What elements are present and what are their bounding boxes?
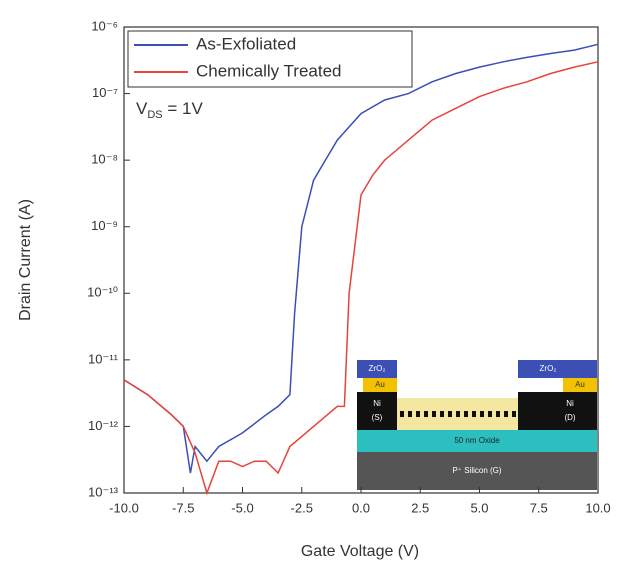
zro2-left: [357, 360, 397, 378]
y-tick-label: 10⁻⁹: [91, 218, 118, 233]
source-contact: [357, 392, 397, 430]
inset-label: (S): [372, 413, 383, 422]
x-tick-label: -10.0: [109, 500, 139, 515]
y-tick-label: 10⁻¹⁰: [87, 285, 118, 300]
x-tick-label: 5.0: [470, 500, 488, 515]
y-tick-label: 10⁻¹²: [88, 418, 119, 433]
inset-label: Au: [375, 380, 385, 389]
annotation-part: DS: [147, 109, 162, 121]
y-tick-label: 10⁻¹³: [88, 484, 119, 499]
legend-label: Chemically Treated: [196, 61, 342, 80]
x-tick-label: 10.0: [585, 500, 610, 515]
inset-label: Ni: [373, 399, 381, 408]
series-line: [123, 61, 599, 496]
inset-label: (D): [564, 413, 575, 422]
zro2-right: [518, 360, 597, 378]
y-tick-label: 10⁻⁷: [92, 85, 118, 100]
legend-label: As-Exfoliated: [196, 34, 296, 53]
x-axis-label: Gate Voltage (V): [301, 543, 419, 560]
inset-label: ZrO₂: [540, 364, 557, 373]
x-tick-label: 7.5: [530, 500, 548, 515]
annotation-part: = 1V: [163, 99, 204, 118]
inset-label: Ni: [566, 399, 574, 408]
annotation: VDS = 1V: [136, 99, 203, 120]
legend-box: [127, 30, 413, 88]
y-tick-label: 10⁻¹¹: [88, 351, 119, 366]
y-tick-label: 10⁻⁶: [91, 18, 118, 33]
silicon-layer: [357, 452, 597, 490]
x-tick-label: -5.0: [231, 500, 253, 515]
inset-label: 50 nm Oxide: [454, 436, 500, 445]
inset-label: P⁺ Silicon (G): [452, 466, 501, 475]
y-axis-label: Drain Current (A): [17, 199, 34, 321]
series-line: [123, 43, 599, 474]
annotation-part: V: [136, 99, 148, 118]
x-tick-label: 2.5: [411, 500, 429, 515]
au-right: [563, 378, 597, 392]
oxide-layer: [357, 430, 597, 452]
inset-label: ZrO₂: [369, 364, 386, 373]
inset-label: Au: [575, 380, 585, 389]
au-left: [363, 378, 397, 392]
x-tick-label: 0.0: [352, 500, 370, 515]
y-tick-label: 10⁻⁸: [91, 152, 118, 167]
drain-contact: [518, 392, 597, 430]
x-tick-label: -7.5: [172, 500, 194, 515]
x-tick-label: -2.5: [291, 500, 313, 515]
device-inset: ZrO₂ ZrO₂ Au Au Ni (S) Ni (D) 50 nm Oxid…: [357, 360, 597, 490]
